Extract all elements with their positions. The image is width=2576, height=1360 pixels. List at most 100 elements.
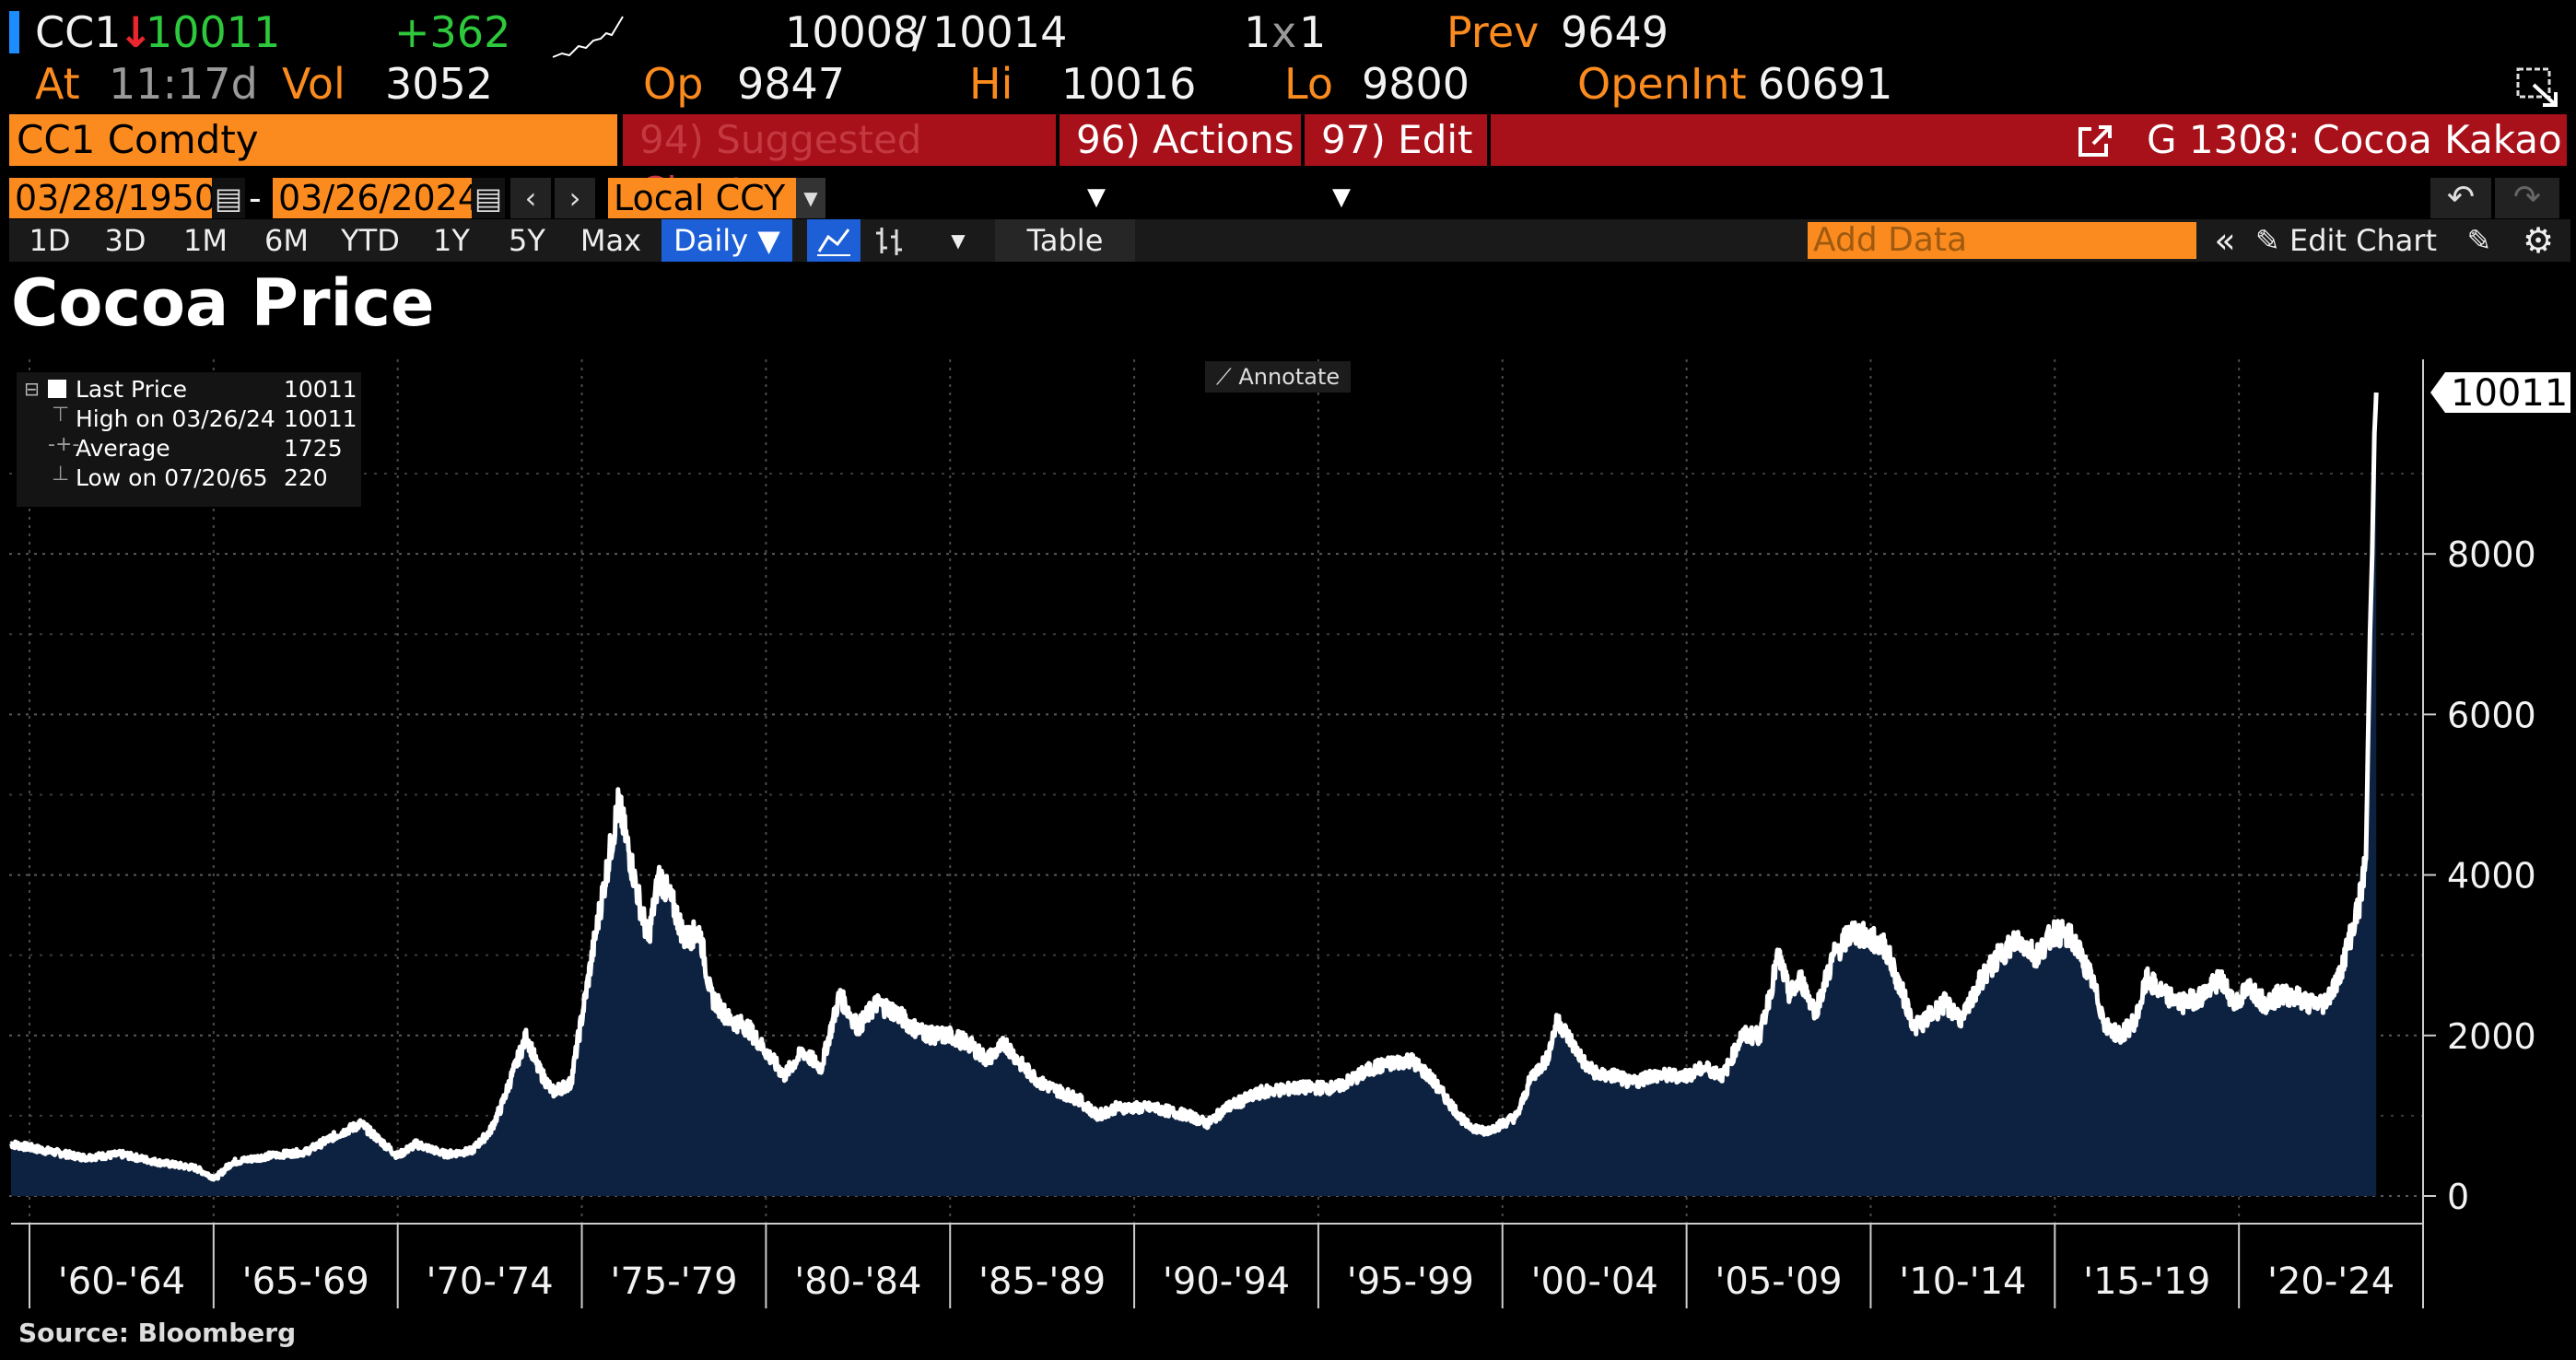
- range-5y-button[interactable]: 5Y: [509, 223, 545, 258]
- x-tick-label: '20-'24: [2267, 1260, 2395, 1303]
- y-tick-label: 8000: [2447, 534, 2536, 575]
- vol-label: Vol: [282, 59, 345, 109]
- edit-menu[interactable]: 97) Edit ▼: [1305, 114, 1487, 211]
- legend-label: Low on 07/20/65: [76, 464, 268, 491]
- suggested-charts-menu[interactable]: 94) Suggested Charts ▼: [623, 114, 1056, 214]
- chevron-left-icon[interactable]: ‹: [510, 178, 551, 218]
- edit-chart-label: Edit Chart: [2289, 223, 2438, 258]
- chevron-down-icon[interactable]: ▼: [796, 178, 825, 218]
- last-price: 10011: [146, 7, 281, 57]
- chevron-down-icon: ▼: [1332, 183, 1351, 211]
- last-price-swatch: [48, 380, 66, 398]
- low-label: Lo: [1284, 59, 1333, 109]
- chevron-right-icon[interactable]: ›: [555, 178, 595, 218]
- high-marker-icon: ⊤: [52, 404, 70, 427]
- legend-value: 220: [284, 464, 328, 491]
- launch-icon[interactable]: [2077, 123, 2113, 158]
- gear-icon[interactable]: ⚙: [2522, 220, 2555, 261]
- table-button[interactable]: Table: [995, 219, 1135, 262]
- open-value: 9847: [737, 59, 846, 109]
- ticker[interactable]: CC1: [35, 7, 122, 57]
- x-tick-label: '80-'84: [794, 1260, 921, 1303]
- x-tick-label: '05-'09: [1715, 1260, 1842, 1303]
- chevron-down-icon[interactable]: ▼: [951, 229, 966, 252]
- y-tick-label: 4000: [2447, 856, 2536, 897]
- range-3d-button[interactable]: 3D: [104, 223, 146, 258]
- currency-select[interactable]: Local CCY: [608, 178, 796, 218]
- at-label: At: [35, 59, 80, 109]
- open-label: Op: [643, 59, 704, 109]
- end-date-input[interactable]: 03/26/2024: [273, 178, 480, 218]
- prev-label: Prev: [1446, 7, 1540, 57]
- security-field[interactable]: CC1 Comdty: [9, 114, 617, 166]
- last-price-tag: 10011: [2430, 372, 2570, 415]
- price-line: [9, 392, 2379, 1182]
- range-1y-button[interactable]: 1Y: [433, 223, 470, 258]
- ticker-marker: [9, 11, 19, 53]
- range-1d-button[interactable]: 1D: [29, 223, 71, 258]
- x-tick-label: '90-'94: [1163, 1260, 1290, 1303]
- sparkline-icon: [552, 16, 624, 58]
- collapse-icon[interactable]: ⊟: [24, 378, 40, 400]
- price-chart[interactable]: 0 2000 4000 6000 8000 '60-'64 '65-'69 '70-'74 '7…: [0, 350, 2576, 1327]
- range-6m-button[interactable]: 6M: [264, 223, 309, 258]
- high-label: Hi: [969, 59, 1013, 109]
- x-tick-label: '00-'04: [1531, 1260, 1658, 1303]
- last-price-tag-label: 10011: [2451, 372, 2568, 415]
- average-marker-icon: -+-: [48, 433, 80, 456]
- x-tick-label: '70-'74: [426, 1260, 553, 1303]
- pencil-icon: ✎: [2255, 223, 2280, 258]
- bid-size: 1: [1244, 7, 1271, 57]
- x-tick-label: '75-'79: [610, 1260, 737, 1303]
- net-change: +362: [394, 7, 511, 57]
- legend-value: 1725: [284, 435, 343, 462]
- x-tick-label: '85-'89: [978, 1260, 1106, 1303]
- annotate-pen-icon: ⟋: [1215, 364, 1232, 390]
- down-arrow-icon: ↓: [118, 7, 154, 57]
- edit-chart-button[interactable]: ✎ Edit Chart: [2255, 219, 2447, 262]
- range-max-button[interactable]: Max: [580, 223, 642, 258]
- low-marker-icon: ⊥: [52, 463, 70, 486]
- start-date-input[interactable]: 03/28/1950: [9, 178, 217, 218]
- actions-label: 96) Actions: [1076, 117, 1294, 162]
- annotate-button[interactable]: ⟋ Annotate: [1205, 361, 1351, 393]
- legend-label: Average: [76, 435, 170, 462]
- bar-chart-icon[interactable]: [864, 219, 914, 262]
- price-area: [11, 393, 2377, 1196]
- undo-icon[interactable]: ↶: [2430, 178, 2491, 218]
- popout-window-icon[interactable]: [2515, 66, 2561, 109]
- x-tick-label: '60-'64: [58, 1260, 185, 1303]
- annotate-label: Annotate: [1238, 364, 1341, 390]
- range-1m-button[interactable]: 1M: [183, 223, 228, 258]
- double-chevron-left-icon[interactable]: «: [2214, 220, 2236, 261]
- x-tick-label: '95-'99: [1347, 1260, 1474, 1303]
- range-ytd-button[interactable]: YTD: [341, 223, 400, 258]
- legend-label: High on 03/26/24: [76, 405, 275, 432]
- prev-value: 9649: [1561, 7, 1669, 57]
- chart-title: Cocoa Price: [11, 265, 435, 341]
- openint-label: OpenInt: [1577, 59, 1747, 109]
- frequency-select[interactable]: Daily ▼: [662, 219, 792, 262]
- x-tick-label: '65-'69: [242, 1260, 369, 1303]
- bid-price: 10008: [785, 7, 920, 57]
- edit-layout-icon[interactable]: ✎: [2466, 223, 2492, 258]
- legend-value: 10011: [284, 405, 357, 432]
- size-separator: x: [1271, 7, 1297, 57]
- chevron-down-icon: ▼: [1087, 183, 1106, 211]
- low-value: 9800: [1362, 59, 1470, 109]
- legend-label: Last Price: [76, 376, 188, 403]
- calendar-icon[interactable]: ▤: [212, 178, 245, 218]
- add-data-input[interactable]: Add Data: [1808, 222, 2196, 259]
- calendar-icon[interactable]: ▤: [472, 178, 505, 218]
- time-value: 11:17d: [109, 59, 258, 109]
- function-title: G 1308: Cocoa Kakao: [2147, 117, 2562, 162]
- line-chart-icon[interactable]: [807, 219, 861, 262]
- redo-icon[interactable]: ↷: [2495, 178, 2559, 218]
- ask-size: 1: [1299, 7, 1327, 57]
- high-value: 10016: [1061, 59, 1197, 109]
- legend-value: 10011: [284, 376, 357, 403]
- actions-menu[interactable]: 96) Actions ▼: [1060, 114, 1301, 211]
- chart-axes: 0 2000 4000 6000 8000 '60-'64 '65-'69 '70-'74 '7…: [11, 359, 2570, 1308]
- function-title-bar: G 1308: Cocoa Kakao: [1491, 114, 2567, 166]
- x-tick-label: '10-'14: [1899, 1260, 2026, 1303]
